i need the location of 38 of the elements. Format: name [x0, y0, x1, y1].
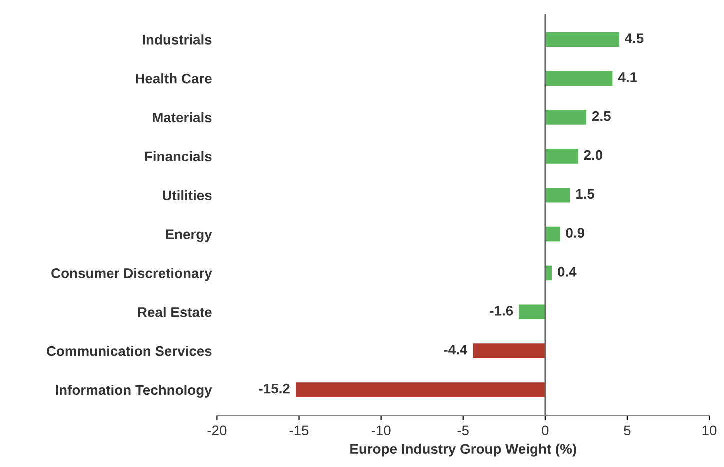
y-tick-label: Industrials	[143, 34, 212, 45]
bar	[545, 71, 613, 86]
data-label: -4.4	[444, 345, 468, 355]
x-tick-label: 0	[542, 426, 549, 436]
x-tick-label: -10	[372, 426, 391, 436]
y-tick-label: Consumer Discretionary	[52, 268, 212, 282]
bar	[545, 110, 586, 125]
bar	[545, 266, 552, 281]
y-tick-label: Materials	[153, 112, 212, 123]
data-label: 2.0	[584, 150, 603, 160]
x-tick-label: -5	[458, 426, 469, 436]
bar	[545, 188, 570, 203]
data-label: -1.6	[490, 306, 514, 316]
bar	[519, 304, 546, 320]
x-axis-title: Europe Industry Group Weight (%)	[350, 444, 576, 457]
x-tick-label: 10	[702, 426, 717, 436]
bar	[473, 344, 546, 358]
bar	[296, 382, 546, 398]
data-label: 2.5	[592, 111, 611, 122]
y-tick-label: Utilities	[163, 190, 212, 201]
data-label: 4.1	[618, 72, 638, 82]
data-label: 0.9	[566, 228, 585, 238]
x-tick-label: -20	[208, 426, 227, 436]
y-tick-label: Real Estate	[138, 307, 212, 318]
y-tick-label: Energy	[166, 230, 212, 242]
y-tick-label: Financials	[145, 151, 212, 162]
bar	[545, 149, 578, 164]
y-tick-label: Communication Services	[46, 346, 212, 356]
data-label: 4.5	[625, 34, 644, 44]
data-label: 0.4	[558, 267, 577, 277]
bar	[545, 32, 620, 48]
x-tick-label: -15	[290, 426, 309, 436]
y-tick-label: Information Technology	[56, 384, 212, 398]
bar	[545, 226, 560, 242]
data-label: 1.5	[576, 189, 595, 200]
y-tick-label: Health Care	[136, 74, 212, 84]
x-tick-label: 5	[624, 426, 631, 436]
data-label: -15.2	[259, 384, 290, 394]
